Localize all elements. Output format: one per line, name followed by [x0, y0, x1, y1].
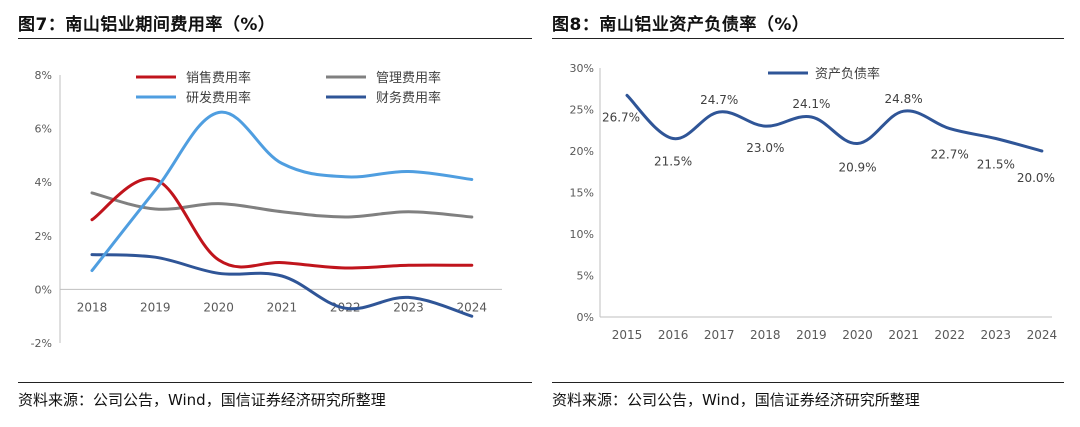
- left-figure-title: 图7：南山铝业期间费用率（%）: [18, 15, 276, 35]
- x-tick-label: 2023: [981, 328, 1012, 342]
- y-tick-label: 10%: [570, 228, 594, 241]
- debt-ratio-chart: 30% 25% 20% 15% 10% 5% 0% 2015 2016 2017 2018 2019 2…: [570, 62, 1058, 342]
- y-tick-label: 0%: [35, 283, 52, 296]
- data-label: 21.5%: [654, 155, 692, 169]
- right-source-note: 资料来源：公司公告，Wind，国信证券经济研究所整理: [552, 391, 920, 409]
- y-tick-label: 25%: [570, 104, 594, 117]
- x-tick-label: 2021: [888, 328, 919, 342]
- legend-label: 管理费用率: [376, 70, 441, 86]
- right-top-rule: [552, 38, 1064, 39]
- y-tick-label: 5%: [577, 270, 594, 283]
- legend-label: 销售费用率: [186, 70, 251, 86]
- legend-label: 研发费用率: [186, 90, 251, 106]
- left-bottom-rule: [18, 382, 532, 383]
- legend-label: 资产负债率: [815, 66, 880, 82]
- y-tick-label: 20%: [570, 145, 594, 158]
- series-line: [90, 110, 474, 273]
- data-label: 23.0%: [746, 141, 784, 155]
- right-figure-title: 图8：南山铝业资产负债率（%）: [552, 15, 810, 35]
- data-label: 21.5%: [977, 158, 1015, 172]
- y-tick-label: 0%: [577, 311, 594, 324]
- y-tick-label: 30%: [570, 62, 594, 75]
- left-top-rule: [18, 38, 532, 39]
- right-bottom-rule: [552, 382, 1064, 383]
- data-label: 20.9%: [838, 161, 876, 175]
- x-tick-label: 2024: [457, 300, 488, 314]
- left-source-note: 资料来源：公司公告，Wind，国信证券经济研究所整理: [18, 391, 386, 409]
- x-tick-label: 2019: [140, 300, 171, 314]
- series-line: [90, 253, 474, 318]
- x-tick-label: 2015: [612, 328, 643, 342]
- data-label: 22.7%: [931, 148, 969, 162]
- x-tick-label: 2024: [1027, 328, 1058, 342]
- series-line: [625, 93, 1044, 153]
- x-tick-label: 2023: [393, 300, 424, 314]
- left-panel: 图7：南山铝业期间费用率（%） 8% 6% 4% 2% 0% -2% 2018 2019 202…: [18, 0, 532, 427]
- series-line: [90, 191, 474, 219]
- data-label: 20.0%: [1017, 171, 1055, 185]
- data-label: 26.7%: [602, 110, 640, 124]
- x-tick-label: 2022: [934, 328, 965, 342]
- legend-label: 财务费用率: [376, 90, 441, 106]
- series-line: [90, 177, 474, 270]
- x-tick-label: 2018: [77, 300, 108, 314]
- data-label: 24.7%: [700, 93, 738, 107]
- y-tick-label: 4%: [35, 176, 52, 189]
- x-tick-label: 2016: [658, 328, 689, 342]
- data-label: 24.1%: [792, 97, 830, 111]
- x-tick-label: 2020: [842, 328, 873, 342]
- expense-ratio-chart: 8%6%4%2%0%-2%2018 2019 2020 2021 2022 2023 202…: [31, 69, 502, 350]
- x-tick-label: 2020: [203, 300, 234, 314]
- y-tick-label: 8%: [35, 69, 52, 82]
- data-label: 24.8%: [885, 92, 923, 106]
- x-tick-label: 2021: [267, 300, 298, 314]
- x-tick-label: 2017: [704, 328, 735, 342]
- y-tick-label: 15%: [570, 187, 594, 200]
- y-tick-label: -2%: [31, 337, 52, 350]
- x-tick-label: 2018: [750, 328, 781, 342]
- x-tick-label: 2019: [796, 328, 827, 342]
- y-tick-label: 2%: [35, 230, 52, 243]
- y-tick-label: 6%: [35, 123, 52, 136]
- right-panel: 图8：南山铝业资产负债率（%） 30% 25% 20% 15% 10% 5% 0% 2015 2…: [552, 0, 1064, 427]
